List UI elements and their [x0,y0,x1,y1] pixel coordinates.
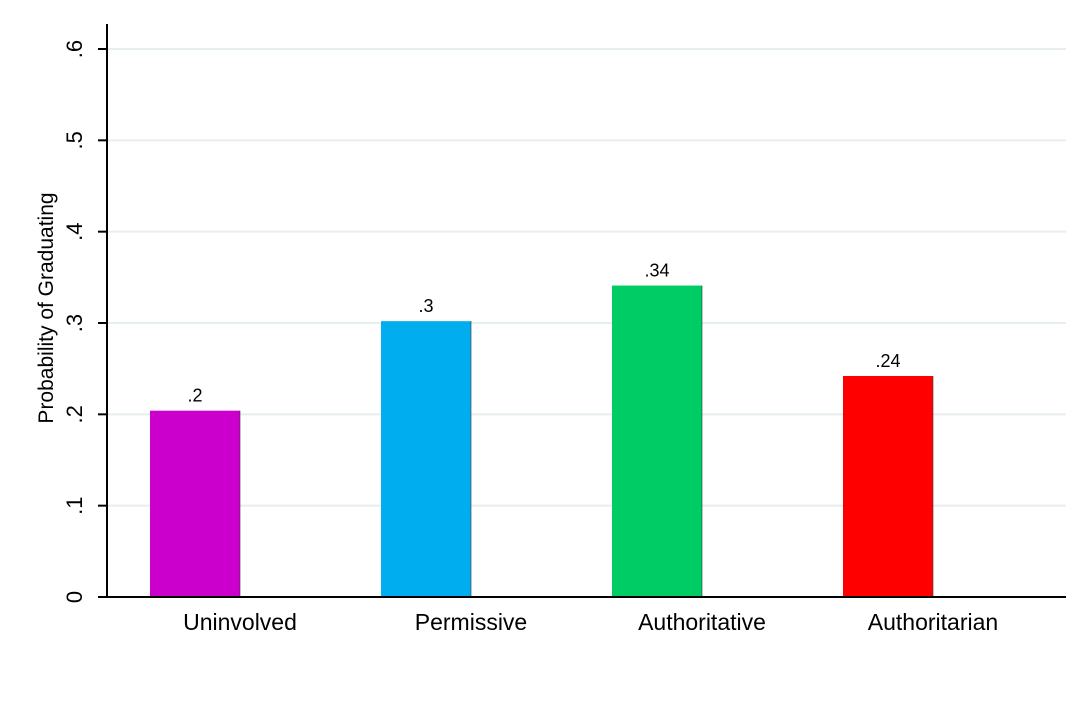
bar-authoritative [612,285,702,597]
y-tick-label: .5 [62,131,87,149]
data-labels: .2 .3 .34 .24 [187,261,900,406]
bar-permissive [381,321,471,597]
y-tick-label: .2 [62,405,87,423]
y-tick-label: .4 [62,222,87,240]
x-tick-label: Uninvolved [183,609,297,635]
bar-authoritarian [843,375,933,597]
x-tick-label: Authoritative [638,609,766,635]
y-tick-label: 0 [62,591,87,603]
y-tick-label: .3 [62,314,87,332]
y-axis-title: Probability of Graduating [35,192,58,423]
x-tick-labels: Uninvolved Permissive Authoritative Authori… [183,609,998,635]
y-ticks: 0 .1 .2 .3 .4 .5 .6 [62,40,107,603]
y-tick-label: .6 [62,40,87,58]
y-tick-label: .1 [62,496,87,514]
bars [150,285,934,597]
x-tick-label: Authoritarian [868,609,998,635]
data-label: .2 [187,386,202,406]
data-label: .34 [644,261,669,281]
axes [106,24,1066,598]
data-label: .24 [875,351,900,371]
bar-uninvolved [150,410,240,597]
data-label: .3 [418,296,433,316]
x-tick-label: Permissive [415,609,527,635]
